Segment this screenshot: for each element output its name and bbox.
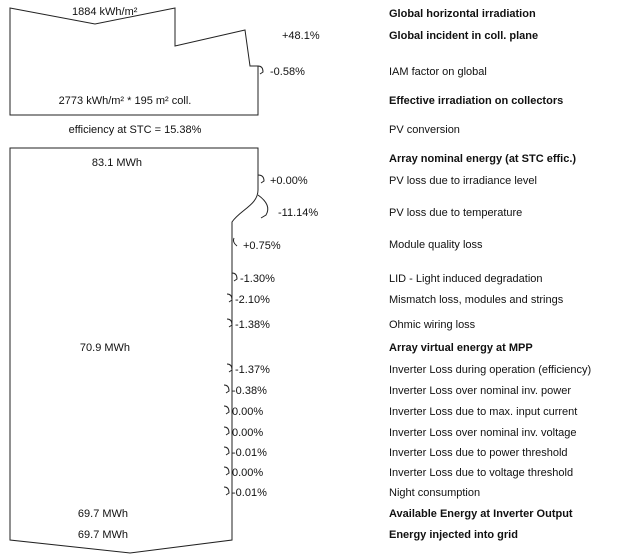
step-label: PV conversion <box>389 124 460 136</box>
step-value: 1884 kWh/m² <box>72 6 138 18</box>
step-value: -0.38% <box>232 385 267 397</box>
step-label: Ohmic wiring loss <box>389 319 476 331</box>
step-value: -0.58% <box>270 66 305 78</box>
step-value: 69.7 MWh <box>78 529 128 541</box>
step-value: 0.00% <box>232 406 263 418</box>
step-value: 2773 kWh/m² * 195 m² coll. <box>59 95 192 107</box>
step-label: Inverter Loss over nominal inv. voltage <box>389 427 577 439</box>
step-label: Global incident in coll. plane <box>389 30 538 42</box>
loss-arrow <box>223 466 230 476</box>
step-label: Global horizontal irradiation <box>389 8 536 20</box>
step-label: Night consumption <box>389 487 480 499</box>
step-label: Inverter Loss due to voltage threshold <box>389 467 573 479</box>
step-label: PV loss due to temperature <box>389 207 522 219</box>
loss-arrow <box>231 272 238 282</box>
step-label: LID - Light induced degradation <box>389 273 543 285</box>
step-value: -11.14% <box>278 207 318 219</box>
step-label: PV loss due to irradiance level <box>389 175 537 187</box>
loss-arrow <box>226 363 233 373</box>
step-value: -1.30% <box>240 273 275 285</box>
step-value: 0.00% <box>232 427 263 439</box>
loss-arrow <box>232 237 238 247</box>
step-label: Effective irradiation on collectors <box>389 95 563 107</box>
step-value: -0.01% <box>232 447 267 459</box>
irradiation-flow <box>9 7 259 116</box>
step-value: +48.1% <box>282 30 320 42</box>
step-label: Inverter Loss due to power threshold <box>389 447 568 459</box>
step-value: -1.38% <box>235 319 270 331</box>
step-label: Array nominal energy (at STC effic.) <box>389 153 576 165</box>
step-value: -1.37% <box>235 364 270 376</box>
step-label: IAM factor on global <box>389 66 487 78</box>
step-value: -0.01% <box>232 487 267 499</box>
loss-arrow <box>257 194 269 219</box>
loss-arrow <box>257 65 264 75</box>
step-label: Available Energy at Inverter Output <box>389 508 573 520</box>
energy-flow <box>9 147 259 554</box>
step-label: Energy injected into grid <box>389 529 518 541</box>
loss-arrow <box>257 174 265 184</box>
step-value: +0.75% <box>243 240 281 252</box>
step-value: 83.1 MWh <box>92 157 142 169</box>
loss-arrow <box>223 405 230 415</box>
step-value: efficiency at STC = 15.38% <box>69 124 202 136</box>
step-label: Inverter Loss due to max. input current <box>389 406 577 418</box>
step-value: -2.10% <box>235 294 270 306</box>
step-value: 0.00% <box>232 467 263 479</box>
step-value: +0.00% <box>270 175 308 187</box>
step-value: 70.9 MWh <box>80 342 130 354</box>
step-label: Inverter Loss over nominal inv. power <box>389 385 571 397</box>
step-value: 69.7 MWh <box>78 508 128 520</box>
step-label: Mismatch loss, modules and strings <box>389 294 564 306</box>
loss-arrow <box>223 426 230 436</box>
step-label: Module quality loss <box>389 239 483 251</box>
step-label: Inverter Loss during operation (efficien… <box>389 364 591 376</box>
loss-arrow <box>223 486 230 496</box>
step-label: Array virtual energy at MPP <box>389 342 533 354</box>
loss-arrow <box>223 384 230 394</box>
loss-arrow <box>223 446 230 456</box>
loss-arrow <box>226 293 233 303</box>
loss-arrow <box>226 318 233 328</box>
